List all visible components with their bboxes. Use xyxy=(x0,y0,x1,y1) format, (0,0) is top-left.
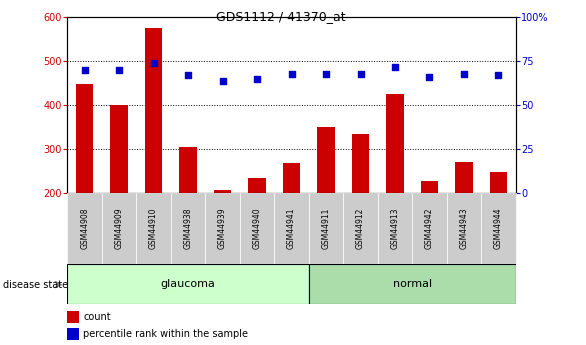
Bar xyxy=(137,193,171,264)
Bar xyxy=(386,94,404,193)
Bar xyxy=(447,193,481,264)
Bar xyxy=(145,28,162,193)
Bar xyxy=(309,264,516,304)
Point xyxy=(390,64,400,69)
Text: GSM44939: GSM44939 xyxy=(218,208,227,249)
Bar xyxy=(455,162,472,193)
Text: count: count xyxy=(83,312,111,322)
Text: GSM44938: GSM44938 xyxy=(183,208,193,249)
Point xyxy=(149,60,158,66)
Text: GSM44940: GSM44940 xyxy=(253,208,261,249)
Text: GDS1112 / 41370_at: GDS1112 / 41370_at xyxy=(216,10,346,23)
Point xyxy=(494,72,503,78)
Bar xyxy=(111,105,128,193)
Text: GSM44909: GSM44909 xyxy=(115,208,124,249)
Text: normal: normal xyxy=(393,279,432,289)
Bar xyxy=(67,310,79,323)
Text: GSM44911: GSM44911 xyxy=(322,208,331,249)
Point xyxy=(287,71,296,76)
Bar xyxy=(378,193,412,264)
Bar xyxy=(283,163,300,193)
Point xyxy=(321,71,331,76)
Bar xyxy=(67,264,309,304)
Point xyxy=(114,67,124,73)
Text: GSM44941: GSM44941 xyxy=(287,208,296,249)
Bar xyxy=(309,193,343,264)
Point xyxy=(80,67,89,73)
Bar xyxy=(490,172,507,193)
Point xyxy=(356,71,365,76)
Bar xyxy=(318,127,335,193)
Text: GSM44912: GSM44912 xyxy=(356,208,365,249)
Text: GSM44943: GSM44943 xyxy=(459,208,468,249)
Point xyxy=(459,71,469,76)
Point xyxy=(218,78,227,83)
Bar xyxy=(421,181,438,193)
Text: disease state: disease state xyxy=(3,280,68,289)
Text: glaucoma: glaucoma xyxy=(161,279,216,289)
Bar xyxy=(352,134,369,193)
Bar xyxy=(67,328,79,340)
Point xyxy=(253,76,262,81)
Text: GSM44942: GSM44942 xyxy=(425,208,434,249)
Bar xyxy=(412,193,447,264)
Bar xyxy=(179,147,197,193)
Point xyxy=(425,74,434,80)
Bar xyxy=(214,190,231,193)
Bar xyxy=(248,178,265,193)
Text: GSM44908: GSM44908 xyxy=(80,208,89,249)
Text: GSM44944: GSM44944 xyxy=(494,208,503,249)
Bar xyxy=(67,193,102,264)
Bar xyxy=(481,193,516,264)
Text: GSM44913: GSM44913 xyxy=(390,208,400,249)
Bar xyxy=(76,84,93,193)
Text: percentile rank within the sample: percentile rank within the sample xyxy=(83,329,248,339)
Bar xyxy=(274,193,309,264)
Bar xyxy=(240,193,274,264)
Bar xyxy=(102,193,137,264)
Bar xyxy=(343,193,378,264)
Point xyxy=(183,72,193,78)
Text: GSM44910: GSM44910 xyxy=(149,208,158,249)
Bar xyxy=(171,193,205,264)
Bar xyxy=(205,193,240,264)
